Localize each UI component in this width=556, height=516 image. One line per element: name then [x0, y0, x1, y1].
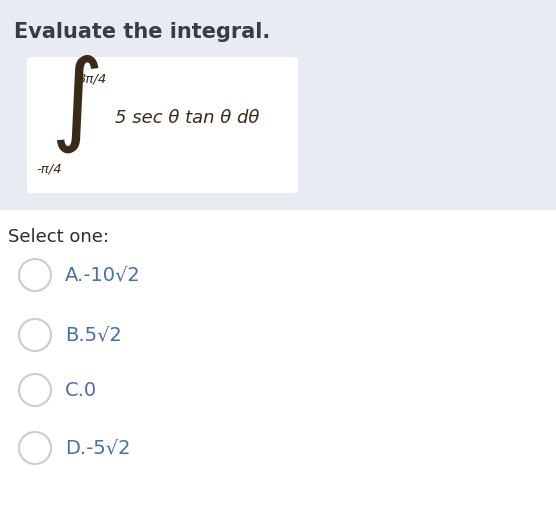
Text: $\int$: $\int$	[50, 52, 100, 155]
Text: 3π/4: 3π/4	[78, 72, 107, 85]
FancyBboxPatch shape	[27, 57, 298, 193]
Text: 5 sec θ tan θ dθ: 5 sec θ tan θ dθ	[115, 109, 260, 127]
Text: Evaluate the integral.: Evaluate the integral.	[14, 22, 270, 42]
Text: -π/4: -π/4	[36, 162, 62, 175]
Text: D.-5√2: D.-5√2	[65, 439, 131, 458]
Text: C.0: C.0	[65, 380, 97, 399]
Text: B.5√2: B.5√2	[65, 326, 122, 345]
Text: Select one:: Select one:	[8, 228, 109, 246]
Text: A.-10√2: A.-10√2	[65, 266, 141, 284]
FancyBboxPatch shape	[0, 0, 556, 210]
